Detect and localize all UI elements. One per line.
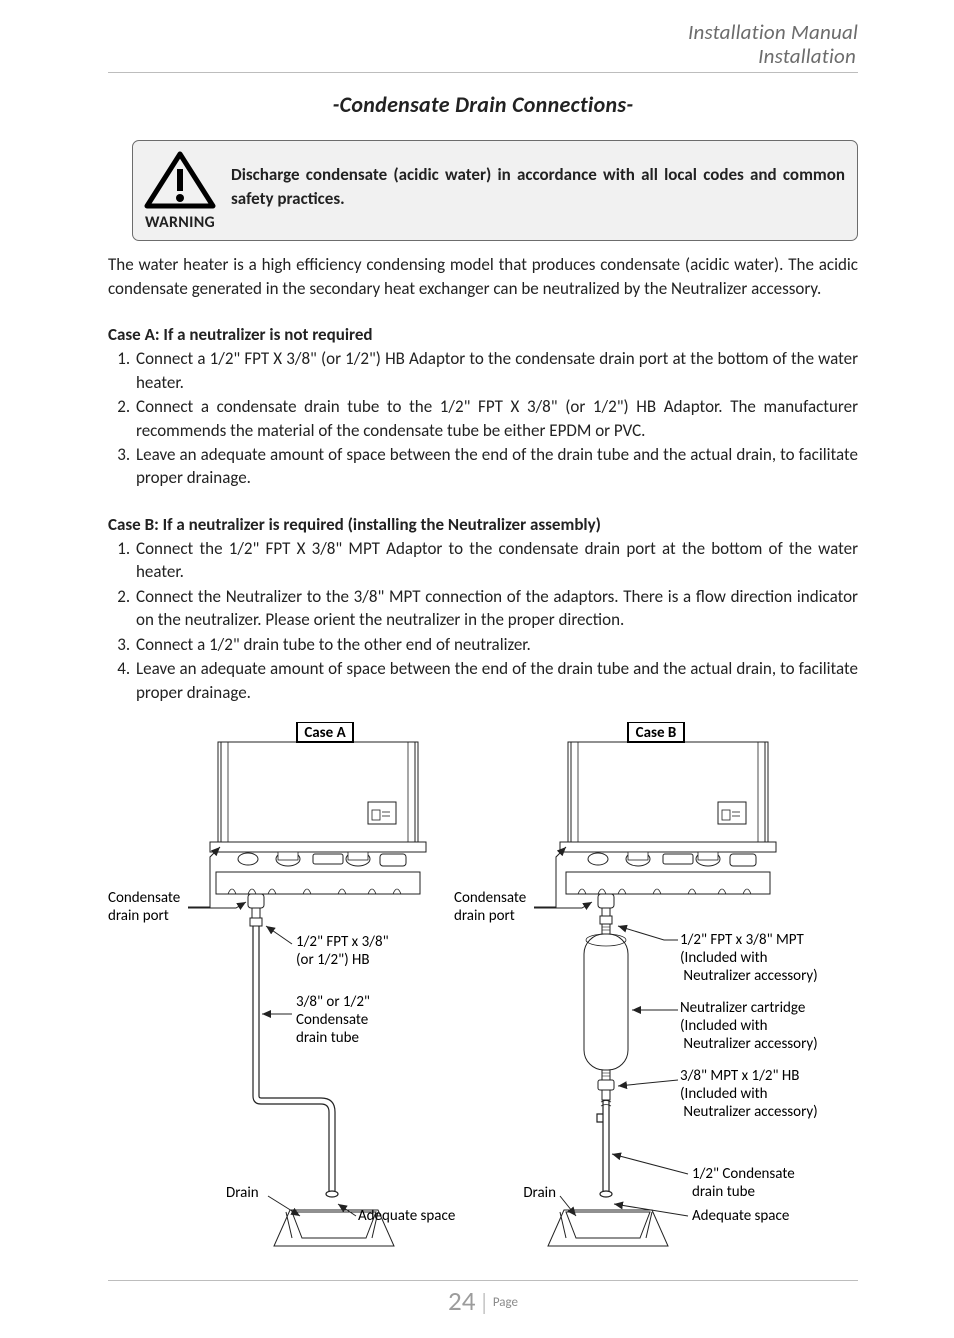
manual-section: Installation bbox=[108, 44, 858, 68]
label-fpt-hb-l2: (or 1/2") HB bbox=[296, 951, 370, 969]
intro-paragraph: The water heater is a high efficiency co… bbox=[108, 253, 858, 300]
leader bbox=[268, 1196, 300, 1216]
label-neut-l1: Neutralizer cartridge bbox=[680, 999, 805, 1017]
case-a-port bbox=[248, 894, 264, 926]
case-b-step: Connect the Neutralizer to the 3/8" MPT … bbox=[134, 585, 858, 632]
label-neut-l3: Neutralizer accessory) bbox=[680, 1035, 818, 1053]
leader bbox=[618, 1080, 678, 1086]
case-b-steps: Connect the 1/2" FPT X 3/8" MPT Adaptor … bbox=[108, 537, 858, 704]
label-drain-a: Drain bbox=[226, 1184, 259, 1202]
leader bbox=[612, 1154, 688, 1174]
case-a-steps: Connect a 1/2" FPT X 3/8" (or 1/2") HB A… bbox=[108, 347, 858, 490]
label-halftube-l2: drain tube bbox=[692, 1183, 755, 1201]
case-b-heading: Case B: If a neutralizer is required (in… bbox=[108, 514, 858, 535]
label-neut-l2: (Included with bbox=[680, 1017, 768, 1035]
manual-title: Installation Manual bbox=[108, 20, 858, 44]
label-condtube-l2: Condensate bbox=[296, 1011, 368, 1029]
page-number-separator: | bbox=[479, 1288, 490, 1317]
diagram: Case A bbox=[108, 722, 858, 1272]
label-fptmpt-l1: 1/2" FPT x 3/8" MPT bbox=[680, 931, 804, 949]
case-a-step: Connect a condensate drain tube to the 1… bbox=[134, 395, 858, 442]
label-halftube-l1: 1/2" Condensate bbox=[692, 1165, 795, 1183]
case-b-step: Leave an adequate amount of space betwee… bbox=[134, 657, 858, 704]
page-number: 24 bbox=[448, 1285, 475, 1318]
label-mpthb-l3: Neutralizer accessory) bbox=[680, 1103, 818, 1121]
header-rule bbox=[108, 72, 858, 73]
warning-icon bbox=[143, 151, 217, 211]
warning-label: WARNING bbox=[143, 213, 217, 232]
page-number-block: 24 | Page bbox=[108, 1285, 858, 1318]
case-b-tube bbox=[597, 1100, 612, 1197]
label-fptmpt-l2: (Included with bbox=[680, 949, 768, 967]
leader bbox=[266, 926, 292, 944]
case-b-unit bbox=[560, 742, 776, 894]
label-mpthb-l2: (Included with bbox=[680, 1085, 768, 1103]
case-b-step: Connect the 1/2" FPT X 3/8" MPT Adaptor … bbox=[134, 537, 858, 584]
label-drain-b: Drain bbox=[523, 1184, 556, 1202]
label-adequate-a: Adequate space bbox=[358, 1207, 455, 1225]
case-a-label: Case A bbox=[304, 724, 346, 742]
case-a-step: Connect a 1/2" FPT X 3/8" (or 1/2") HB A… bbox=[134, 347, 858, 394]
label-adequate-b: Adequate space bbox=[692, 1207, 789, 1225]
label-cdport-b-l1: Condensate bbox=[454, 889, 526, 907]
label-cdport-a-l2: drain port bbox=[108, 907, 169, 925]
case-a-unit bbox=[210, 742, 426, 894]
footer-rule bbox=[108, 1280, 858, 1281]
diagram-svg: Case A bbox=[108, 722, 858, 1272]
case-a-heading: Case A: If a neutralizer is not required bbox=[108, 324, 858, 345]
label-cdport-a-l1: Condensate bbox=[108, 889, 180, 907]
case-b-drain-pan bbox=[548, 1210, 668, 1246]
leader bbox=[534, 847, 566, 907]
page-label: Page bbox=[493, 1295, 518, 1310]
label-cdport-b-l2: drain port bbox=[454, 907, 515, 925]
label-fptmpt-l3: Neutralizer accessory) bbox=[680, 967, 818, 985]
case-a-step: Leave an adequate amount of space betwee… bbox=[134, 443, 858, 490]
case-b-assembly bbox=[584, 894, 628, 1100]
label-condtube-l1: 3/8" or 1/2" bbox=[296, 993, 370, 1011]
case-b-label: Case B bbox=[636, 724, 677, 742]
leader bbox=[618, 926, 678, 940]
label-condtube-l3: drain tube bbox=[296, 1029, 359, 1047]
warning-text: Discharge condensate (acidic water) in a… bbox=[231, 151, 845, 211]
running-header: Installation Manual Installation bbox=[108, 20, 858, 68]
label-fpt-hb-l1: 1/2" FPT x 3/8" bbox=[296, 933, 389, 951]
case-b-step: Connect a 1/2" drain tube to the other e… bbox=[134, 633, 858, 656]
warning-box: WARNING Discharge condensate (acidic wat… bbox=[132, 140, 858, 241]
warning-icon-group: WARNING bbox=[143, 151, 217, 232]
label-mpthb-l1: 3/8" MPT x 1/2" HB bbox=[680, 1067, 799, 1085]
section-title: -Condensate Drain Connections- bbox=[108, 91, 858, 118]
leader bbox=[188, 847, 220, 907]
